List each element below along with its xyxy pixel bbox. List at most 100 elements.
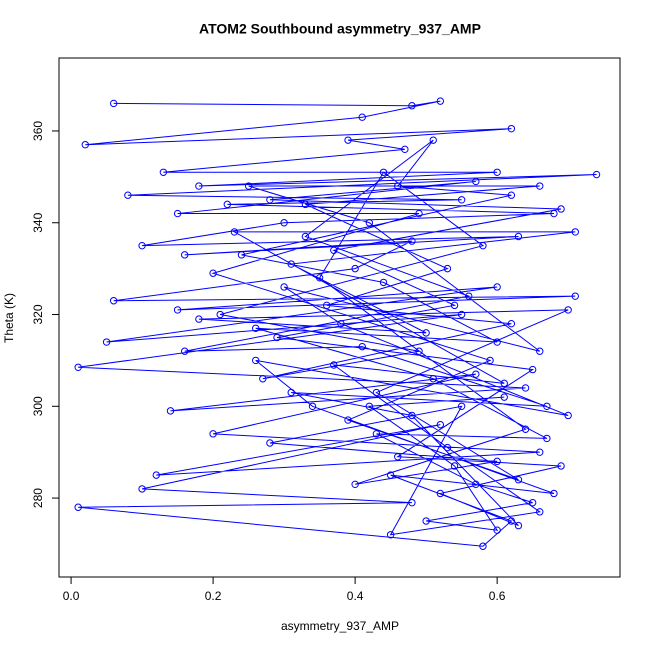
point: [209, 430, 217, 438]
point: [536, 508, 544, 516]
point: [528, 498, 537, 507]
point: [365, 219, 374, 227]
point: [273, 333, 281, 342]
point: [330, 246, 338, 254]
point: [180, 347, 189, 355]
point: [244, 182, 253, 190]
point: [514, 232, 523, 241]
point: [415, 347, 423, 355]
point: [457, 196, 466, 204]
point: [394, 453, 402, 461]
point: [429, 375, 437, 383]
point: [507, 517, 516, 525]
point: [195, 182, 203, 190]
point: [507, 319, 516, 328]
point: [592, 170, 601, 179]
point: [436, 97, 445, 105]
point: [450, 462, 459, 470]
point: [358, 342, 366, 351]
point: [429, 136, 437, 144]
point: [166, 407, 175, 415]
point: [372, 430, 381, 438]
point: [500, 379, 508, 388]
point: [266, 439, 274, 447]
point: [386, 471, 395, 479]
point: [557, 462, 565, 470]
point: [386, 531, 395, 539]
point: [557, 205, 565, 213]
y-tick-label: 320: [31, 304, 45, 324]
plot-frame: [58, 57, 621, 578]
x-tick-label: 0.4: [347, 589, 364, 603]
point: [365, 402, 374, 410]
point: [536, 448, 544, 456]
point: [372, 388, 381, 397]
point: [472, 177, 480, 186]
point: [301, 232, 310, 241]
point: [536, 347, 544, 355]
point: [422, 329, 430, 337]
point: [344, 136, 352, 144]
point: [514, 521, 523, 530]
point: [408, 411, 416, 420]
point: [173, 306, 182, 314]
point: [521, 425, 530, 433]
point: [493, 457, 501, 466]
point: [287, 260, 295, 268]
point: [443, 264, 452, 273]
point: [280, 283, 288, 291]
point: [443, 443, 452, 452]
point: [180, 251, 189, 259]
point: [315, 274, 324, 282]
point: [323, 301, 331, 310]
point: [102, 338, 111, 346]
point: [308, 402, 317, 410]
point: [550, 489, 558, 498]
point: [401, 145, 409, 154]
point: [493, 283, 501, 291]
x-axis-label: asymmetry_937_AMP: [281, 619, 399, 633]
point: [564, 411, 572, 420]
y-axis-label: Theta (K): [2, 293, 16, 343]
point: [436, 420, 445, 429]
point: [543, 402, 551, 410]
point: [237, 251, 246, 259]
point: [493, 526, 501, 534]
point: [216, 310, 224, 319]
point: [124, 191, 132, 199]
point: [521, 384, 530, 392]
point: [507, 191, 516, 199]
point: [138, 241, 146, 250]
point: [351, 264, 359, 273]
point: [223, 200, 232, 209]
point: [479, 241, 487, 250]
point: [159, 168, 168, 176]
point: [514, 476, 523, 484]
point: [259, 375, 267, 383]
point: [479, 542, 487, 550]
point: [379, 278, 388, 287]
point: [457, 402, 466, 410]
point: [109, 297, 118, 305]
point: [337, 319, 345, 328]
point: [408, 102, 416, 110]
chart-title: ATOM2 Southbound asymmetry_937_AMP: [199, 21, 481, 37]
point: [493, 168, 501, 176]
point: [173, 209, 182, 218]
point: [74, 503, 82, 511]
point: [571, 292, 579, 300]
point: [571, 228, 579, 236]
point: [415, 209, 423, 218]
point: [500, 393, 508, 401]
x-tick-label: 0.0: [63, 589, 80, 603]
point: [457, 310, 466, 319]
y-tick-label: 280: [31, 488, 45, 508]
point: [436, 489, 445, 498]
point: [252, 356, 260, 365]
point: [252, 324, 260, 332]
point: [109, 99, 118, 108]
point: [209, 269, 217, 277]
point: [138, 485, 146, 493]
point: [528, 365, 537, 374]
